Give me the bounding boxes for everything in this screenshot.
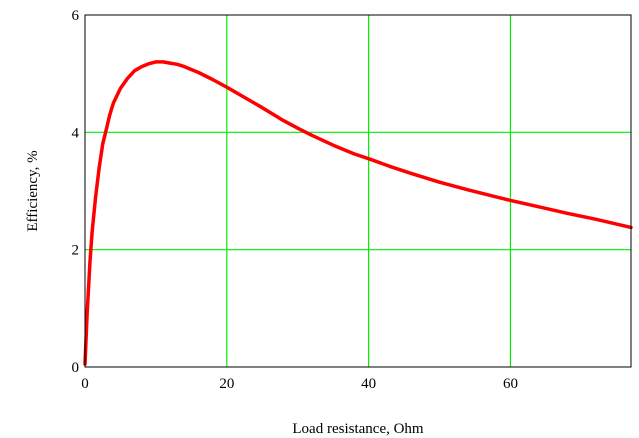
series-lines bbox=[83, 60, 633, 366]
plot-frame bbox=[84, 14, 632, 368]
y-tick-labels: 0 2 4 6 bbox=[72, 8, 80, 376]
series-line-0 bbox=[83, 60, 633, 366]
x-tick-label-1: 20 bbox=[219, 376, 234, 392]
x-axis-title: Load resistance, Ohm bbox=[292, 421, 424, 437]
y-tick-label-3: 6 bbox=[72, 8, 80, 24]
y-tick-label-2: 4 bbox=[72, 125, 80, 141]
y-axis-title: Efficiency, % bbox=[25, 150, 41, 231]
y-tick-label-1: 2 bbox=[72, 243, 80, 259]
x-tick-label-3: 60 bbox=[503, 376, 518, 392]
plot-area bbox=[85, 15, 631, 367]
y-tick-label-0: 0 bbox=[72, 360, 80, 376]
x-tick-label-2: 40 bbox=[361, 376, 376, 392]
x-tick-labels: 0 20 40 60 bbox=[81, 376, 518, 392]
x-tick-label-0: 0 bbox=[81, 376, 89, 392]
grid-lines bbox=[85, 15, 631, 367]
